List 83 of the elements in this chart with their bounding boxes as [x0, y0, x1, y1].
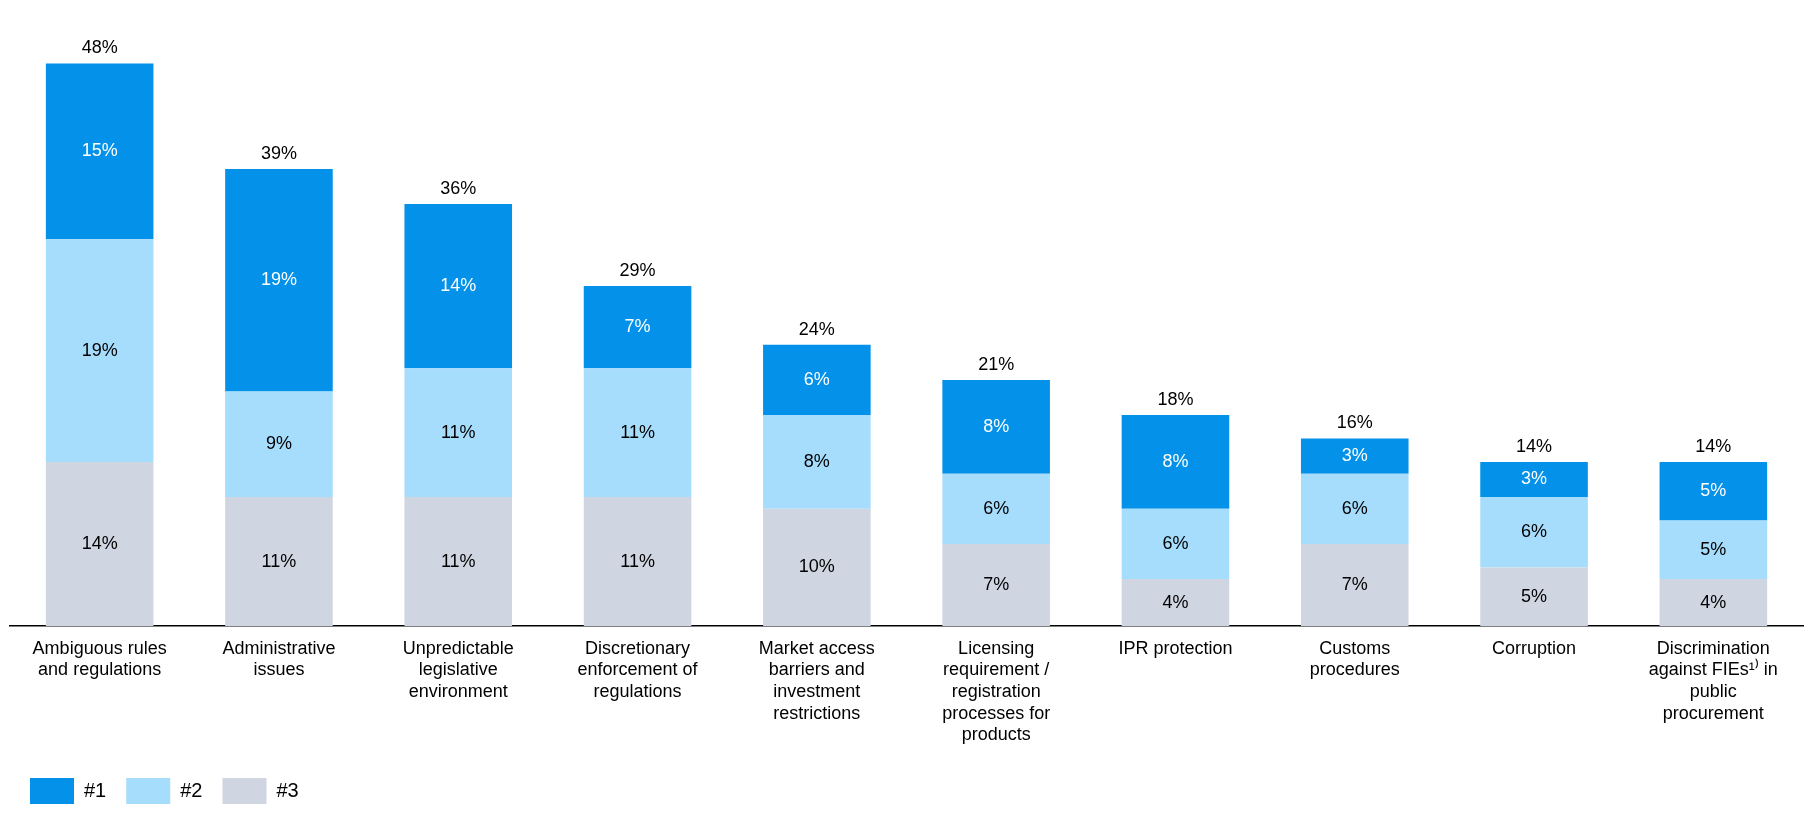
- data-label: 11%: [620, 421, 655, 442]
- x-tick-label: Discrimination against FIEs¹⁾ in public procurement: [1648, 637, 1778, 723]
- total-label: 24%: [798, 318, 835, 339]
- bar: [583, 497, 692, 626]
- total-label: 18%: [1157, 389, 1194, 410]
- data-label: 6%: [1341, 497, 1368, 518]
- x-tick-label: Licensing requirement / registration processes for products: [942, 637, 1051, 745]
- data-label: 7%: [624, 316, 651, 337]
- bar: [404, 204, 513, 369]
- data-label: 11%: [620, 550, 655, 571]
- data-label: 5%: [1700, 538, 1727, 559]
- bar: [1121, 415, 1230, 509]
- total-label: 48%: [81, 37, 118, 58]
- x-tick-label: Customs procedures: [1309, 637, 1400, 680]
- bar: [942, 473, 1050, 544]
- data-label: 19%: [81, 339, 118, 360]
- data-label: 6%: [1521, 521, 1548, 542]
- bar: [763, 508, 871, 626]
- data-label: 6%: [803, 368, 830, 389]
- data-label: 4%: [1700, 591, 1727, 612]
- x-tick-label: Corruption: [1492, 637, 1577, 658]
- bar: [1480, 461, 1588, 498]
- data-label: 7%: [1341, 573, 1368, 594]
- x-tick-label: IPR protection: [1118, 637, 1233, 658]
- bar: [225, 168, 333, 392]
- total-label: 14%: [1516, 435, 1553, 456]
- bar: [45, 461, 154, 626]
- bar: [1300, 438, 1409, 474]
- bar: [45, 239, 154, 462]
- data-label: 5%: [1521, 585, 1548, 606]
- bar: [1300, 473, 1409, 544]
- bar: [404, 497, 513, 626]
- bar: [404, 368, 513, 498]
- x-tick-label: Administrative issues: [222, 637, 336, 680]
- bar: [225, 497, 333, 626]
- data-label: 9%: [265, 433, 292, 454]
- bar: [763, 415, 871, 509]
- data-label: 5%: [1700, 480, 1727, 501]
- data-label: 6%: [1162, 532, 1189, 553]
- bar: [1300, 543, 1409, 626]
- data-label: 4%: [1162, 591, 1189, 612]
- bar: [45, 63, 154, 240]
- x-tick-label: Unpredictable legislative environment: [402, 637, 514, 701]
- bar: [1480, 567, 1588, 626]
- bar: [763, 344, 871, 416]
- data-label: 8%: [983, 415, 1010, 436]
- bar: [1659, 520, 1768, 580]
- bar: [583, 368, 692, 498]
- data-label: 15%: [81, 140, 118, 161]
- data-label: 11%: [440, 550, 476, 571]
- bar: [1121, 579, 1230, 626]
- bar: [1659, 579, 1768, 626]
- data-label: 8%: [803, 450, 830, 471]
- data-label: 11%: [440, 421, 476, 442]
- data-label: 14%: [440, 275, 477, 296]
- bar: [583, 286, 692, 369]
- bar: [942, 379, 1050, 474]
- data-label: 6%: [983, 497, 1010, 518]
- legend-label: #3: [276, 778, 299, 801]
- legend-label: #1: [84, 778, 107, 801]
- data-label: 3%: [1521, 468, 1548, 489]
- bar: [1480, 497, 1588, 568]
- total-label: 16%: [1336, 412, 1373, 433]
- bar: [1121, 508, 1230, 580]
- data-label: 14%: [81, 532, 118, 553]
- x-tick-label: Discretionary enforcement of regulations: [577, 637, 699, 701]
- data-label: 7%: [983, 573, 1010, 594]
- total-label: 21%: [978, 353, 1015, 374]
- data-label: 8%: [1162, 450, 1189, 471]
- data-label: 11%: [261, 550, 297, 571]
- data-label: 3%: [1341, 445, 1368, 466]
- total-label: 39%: [260, 142, 297, 163]
- x-tick-label: Ambiguous rules and regulations: [32, 637, 167, 680]
- x-tick-label: Market access barriers and investment restrictions: [758, 637, 875, 723]
- bar: [225, 391, 333, 498]
- total-label: 36%: [440, 178, 477, 199]
- total-label: 14%: [1695, 435, 1732, 456]
- bar: [942, 543, 1050, 626]
- data-label: 19%: [260, 269, 297, 290]
- legend-label: #2: [180, 778, 203, 801]
- data-label: 10%: [798, 556, 835, 577]
- bar: [1659, 461, 1768, 521]
- total-label: 29%: [619, 260, 656, 281]
